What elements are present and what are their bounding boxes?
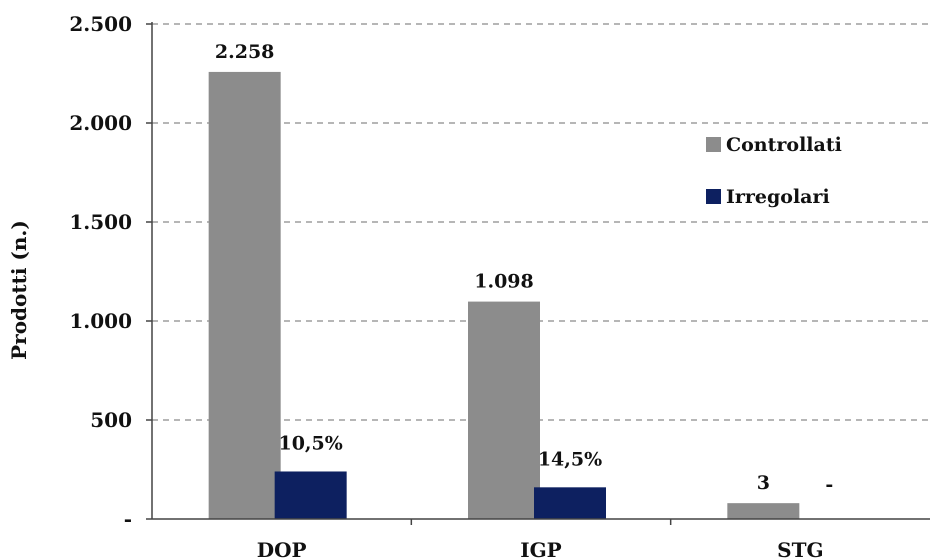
data-label: 14,5% bbox=[538, 448, 602, 470]
y-tick-label: - bbox=[124, 507, 132, 531]
y-tick-labels: - 500 1.000 1.500 2.000 2.500 bbox=[69, 12, 132, 531]
data-label: 3 bbox=[757, 472, 770, 494]
legend-swatch bbox=[706, 189, 721, 204]
x-category-labels: DOP IGP STG bbox=[257, 538, 824, 560]
y-tick-label: 1.500 bbox=[69, 210, 132, 234]
bar-controllati-dop bbox=[208, 71, 281, 519]
x-category-label: STG bbox=[777, 538, 823, 560]
legend: Controllati Irregolari bbox=[706, 134, 842, 208]
y-tick-label: 2.500 bbox=[69, 12, 132, 36]
gridlines bbox=[152, 23, 930, 421]
data-label: 1.098 bbox=[474, 271, 534, 293]
y-axis-label: Prodotti (n.) bbox=[7, 220, 31, 360]
bar-controllati-stg bbox=[727, 503, 800, 519]
legend-label: Irregolari bbox=[726, 186, 830, 208]
legend-label: Controllati bbox=[726, 134, 842, 156]
x-category-label: IGP bbox=[520, 538, 561, 560]
axes bbox=[146, 22, 930, 525]
y-tick-label: 500 bbox=[90, 408, 132, 432]
bars bbox=[208, 71, 800, 519]
legend-swatch bbox=[706, 137, 721, 152]
x-category-label: DOP bbox=[257, 538, 307, 560]
data-labels: 2.258 10,5% 1.098 14,5% 3 - bbox=[215, 41, 833, 496]
y-tick-label: 1.000 bbox=[69, 309, 132, 333]
data-label: 10,5% bbox=[278, 432, 342, 454]
bar-irregolari-dop bbox=[274, 471, 347, 519]
bar-controllati-igp bbox=[468, 301, 540, 519]
bar-irregolari-igp bbox=[534, 487, 606, 519]
data-label: - bbox=[825, 474, 833, 496]
data-label: 2.258 bbox=[215, 41, 275, 63]
y-tick-label: 2.000 bbox=[69, 111, 132, 135]
